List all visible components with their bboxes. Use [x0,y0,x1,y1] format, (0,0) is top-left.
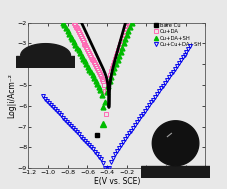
Bar [16,56,75,68]
Bar [141,166,209,178]
Legend: bare Cu, Cu+DA, Cu+DA+SH, Cu+Cu+DA+SH: bare Cu, Cu+DA, Cu+DA+SH, Cu+Cu+DA+SH [153,22,202,47]
Polygon shape [152,121,198,166]
Polygon shape [21,44,70,56]
X-axis label: E(V vs. SCE): E(V vs. SCE) [93,177,139,186]
Y-axis label: Log|i/Acm⁻²: Log|i/Acm⁻² [7,73,16,118]
